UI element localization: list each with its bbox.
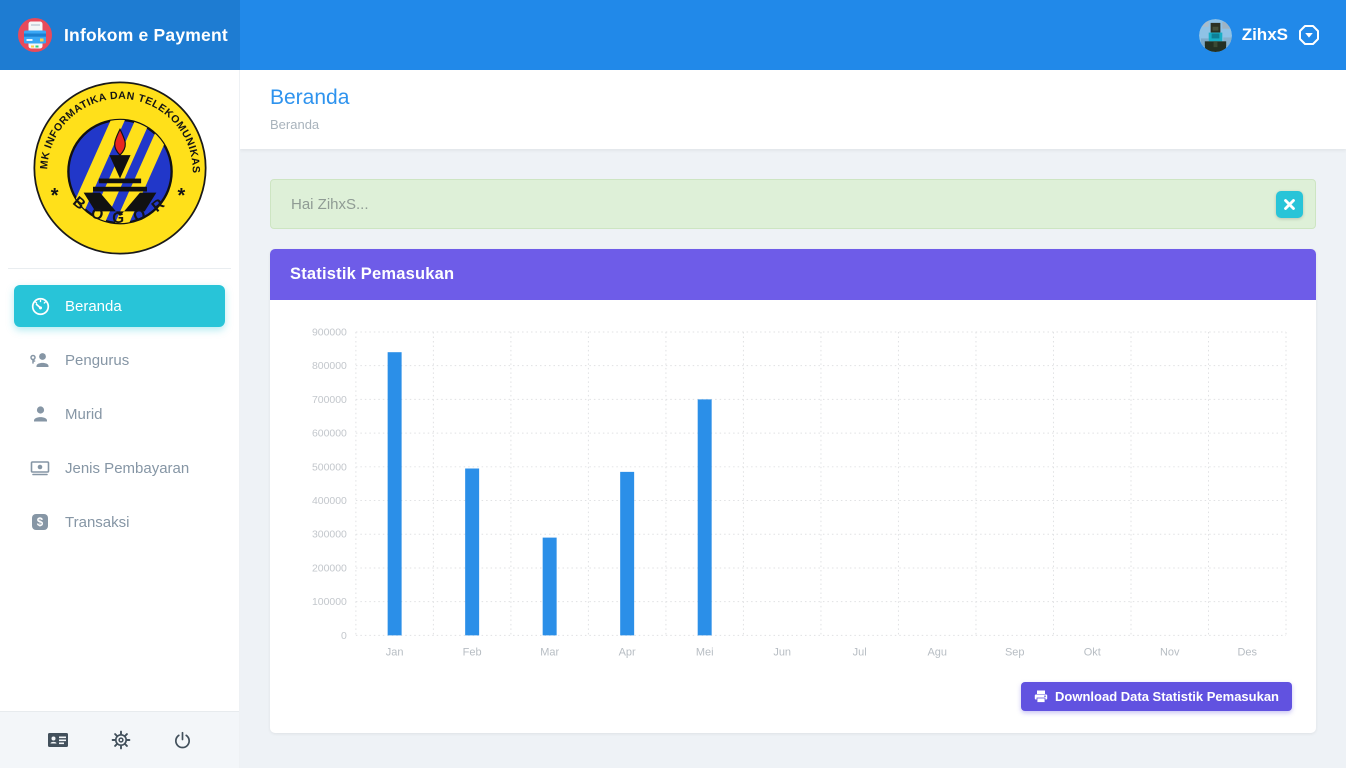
school-logo: SMK INFORMATIKA DAN TELEKOMUNIKASI B O G…: [8, 70, 231, 269]
user-name[interactable]: ZihxS: [1241, 25, 1288, 44]
page-header: Beranda Beranda: [240, 70, 1346, 149]
svg-text:200000: 200000: [312, 563, 347, 574]
brand[interactable]: Infokom e Payment: [0, 0, 240, 70]
logo-star-right: *: [177, 185, 185, 207]
svg-text:300000: 300000: [312, 530, 347, 541]
sidebar-item-pengurus[interactable]: Pengurus: [14, 339, 225, 381]
svg-text:Jul: Jul: [853, 646, 867, 658]
download-statistics-button[interactable]: Download Data Statistik Pemasukan: [1021, 682, 1292, 712]
content: Hai ZihxS... Statistik Pemasukan 0 100000…: [240, 149, 1346, 763]
svg-text:Feb: Feb: [463, 646, 482, 658]
user-key-icon: [30, 350, 50, 370]
id-card-icon[interactable]: [47, 731, 69, 749]
svg-text:Mei: Mei: [696, 646, 714, 658]
svg-text:600000: 600000: [312, 429, 347, 440]
power-icon[interactable]: [173, 731, 192, 750]
card-body: 0 100000 200000 300000 400000 500000 600000 700…: [270, 300, 1316, 733]
sidebar-item-label: Jenis Pembayaran: [65, 459, 190, 477]
sidebar-item-beranda[interactable]: Beranda: [14, 285, 225, 327]
svg-text:Jan: Jan: [386, 646, 404, 658]
breadcrumb: Beranda: [270, 117, 320, 132]
main-area: Beranda Beranda Hai ZihxS... Statistik P…: [240, 0, 1346, 763]
svg-text:Apr: Apr: [619, 646, 636, 658]
sidebar-item-label: Murid: [65, 405, 103, 423]
dashboard-icon: [30, 296, 50, 316]
alert-message: Hai ZihxS...: [291, 195, 369, 213]
sidebar-footer: [0, 711, 239, 768]
svg-text:Des: Des: [1237, 646, 1257, 658]
svg-text:Agu: Agu: [927, 646, 947, 658]
sidebar-item-jenis-pembayaran[interactable]: Jenis Pembayaran: [14, 447, 225, 489]
chart-actions: Download Data Statistik Pemasukan: [292, 674, 1294, 717]
sidebar-item-label: Beranda: [65, 297, 122, 315]
sidebar-item-murid[interactable]: Murid: [14, 393, 225, 435]
header-bar: ZihxS: [240, 0, 1346, 70]
svg-text:Okt: Okt: [1084, 646, 1101, 658]
alert-close-button[interactable]: [1276, 190, 1303, 218]
svg-text:Mar: Mar: [540, 646, 559, 658]
printer-icon: [1034, 690, 1048, 704]
svg-text:$: $: [37, 517, 44, 529]
avatar[interactable]: [1198, 18, 1232, 52]
gear-icon[interactable]: [111, 730, 131, 750]
svg-text:700000: 700000: [312, 395, 347, 406]
money-bill-icon: [30, 458, 50, 478]
dollar-square-icon: $: [30, 512, 50, 532]
logo-star-left: *: [50, 185, 58, 207]
sidebar-item-transaksi[interactable]: $ Transaksi: [14, 501, 225, 543]
sidebar-menu: Beranda Pengurus Murid: [0, 269, 239, 711]
dropdown-caret-icon[interactable]: [1298, 24, 1320, 46]
greeting-alert: Hai ZihxS...: [270, 179, 1316, 229]
svg-text:Sep: Sep: [1005, 646, 1025, 658]
sidebar-item-label: Transaksi: [65, 513, 130, 531]
svg-text:500000: 500000: [312, 462, 347, 473]
svg-text:Jun: Jun: [773, 646, 791, 658]
brand-title: Infokom e Payment: [64, 24, 228, 45]
statistics-card: Statistik Pemasukan 0 100000 200000 300000 4…: [270, 249, 1316, 734]
card-header: Statistik Pemasukan: [270, 249, 1316, 300]
income-bar-chart: 0 100000 200000 300000 400000 500000 600000 700…: [292, 318, 1294, 674]
card-title: Statistik Pemasukan: [290, 265, 455, 283]
page-title: Beranda: [270, 86, 350, 109]
svg-text:100000: 100000: [312, 597, 347, 608]
sidebar: SMK INFORMATIKA DAN TELEKOMUNIKASI B O G…: [0, 70, 240, 768]
payment-app-logo-icon: [16, 16, 54, 54]
svg-text:Nov: Nov: [1160, 646, 1180, 658]
app-header: Infokom e Payment: [0, 0, 1346, 70]
svg-text:0: 0: [341, 631, 347, 642]
sidebar-item-label: Pengurus: [65, 351, 130, 369]
close-icon: [1284, 198, 1295, 210]
svg-text:400000: 400000: [312, 496, 347, 507]
svg-text:800000: 800000: [312, 361, 347, 372]
svg-text:900000: 900000: [312, 327, 347, 338]
user-icon: [30, 404, 50, 424]
download-button-label: Download Data Statistik Pemasukan: [1055, 689, 1279, 705]
